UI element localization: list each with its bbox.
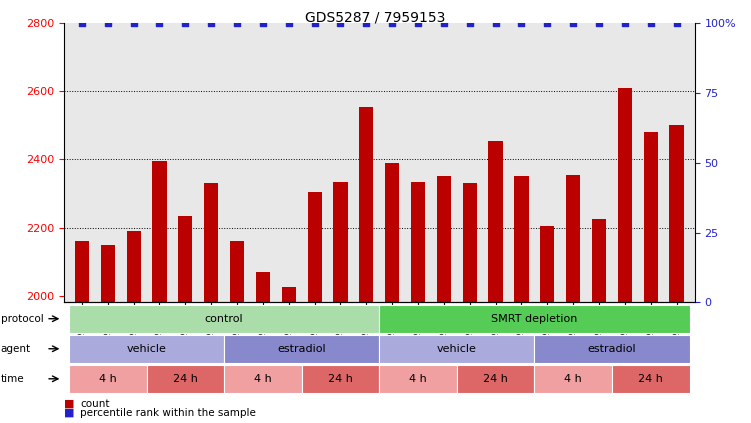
Bar — [411, 181, 425, 302]
Text: 4 h: 4 h — [409, 374, 427, 384]
Bar — [592, 219, 606, 302]
Text: GDS5287 / 7959153: GDS5287 / 7959153 — [306, 11, 445, 25]
Point — [490, 20, 502, 27]
Text: percentile rank within the sample: percentile rank within the sample — [80, 408, 256, 418]
Text: ■: ■ — [64, 408, 78, 418]
Text: estradiol: estradiol — [587, 344, 636, 354]
Bar — [256, 272, 270, 302]
Point — [644, 20, 656, 27]
Text: control: control — [205, 314, 243, 324]
Point — [179, 20, 192, 27]
Text: count: count — [80, 398, 110, 409]
Text: ■: ■ — [64, 398, 78, 409]
Point — [334, 20, 346, 27]
Bar — [644, 132, 658, 302]
Bar — [101, 244, 115, 302]
Bar — [178, 216, 192, 302]
Text: 24 h: 24 h — [328, 374, 353, 384]
Bar — [75, 241, 89, 302]
Point — [309, 20, 321, 27]
Text: 24 h: 24 h — [638, 374, 663, 384]
Text: estradiol: estradiol — [277, 344, 326, 354]
Text: time: time — [1, 374, 24, 384]
Bar — [333, 181, 348, 302]
Text: 4 h: 4 h — [254, 374, 272, 384]
Point — [412, 20, 424, 27]
Bar — [204, 183, 219, 302]
Point — [619, 20, 631, 27]
Bar — [540, 226, 554, 302]
Bar — [463, 183, 477, 302]
Point — [360, 20, 372, 27]
Text: agent: agent — [1, 344, 31, 354]
Bar — [437, 176, 451, 302]
Text: 4 h: 4 h — [99, 374, 116, 384]
Text: 4 h: 4 h — [564, 374, 582, 384]
Text: protocol: protocol — [1, 314, 44, 324]
Bar — [152, 161, 167, 302]
Point — [515, 20, 527, 27]
Text: 24 h: 24 h — [483, 374, 508, 384]
Bar — [126, 231, 140, 302]
Text: SMRT depletion: SMRT depletion — [491, 314, 578, 324]
Bar — [488, 141, 502, 302]
Point — [438, 20, 450, 27]
Bar — [282, 287, 296, 302]
Point — [283, 20, 295, 27]
Bar — [514, 176, 529, 302]
Point — [102, 20, 114, 27]
Point — [257, 20, 269, 27]
Bar — [566, 175, 581, 302]
Bar — [359, 107, 373, 302]
Point — [153, 20, 165, 27]
Point — [671, 20, 683, 27]
Point — [386, 20, 398, 27]
Point — [463, 20, 475, 27]
Bar — [618, 88, 632, 302]
Point — [567, 20, 579, 27]
Bar — [230, 241, 244, 302]
Text: 24 h: 24 h — [173, 374, 198, 384]
Point — [541, 20, 553, 27]
Point — [593, 20, 605, 27]
Point — [231, 20, 243, 27]
Bar — [307, 192, 321, 302]
Point — [205, 20, 217, 27]
Bar — [385, 163, 400, 302]
Bar — [669, 125, 683, 302]
Point — [76, 20, 88, 27]
Text: vehicle: vehicle — [437, 344, 477, 354]
Point — [128, 20, 140, 27]
Text: vehicle: vehicle — [127, 344, 167, 354]
